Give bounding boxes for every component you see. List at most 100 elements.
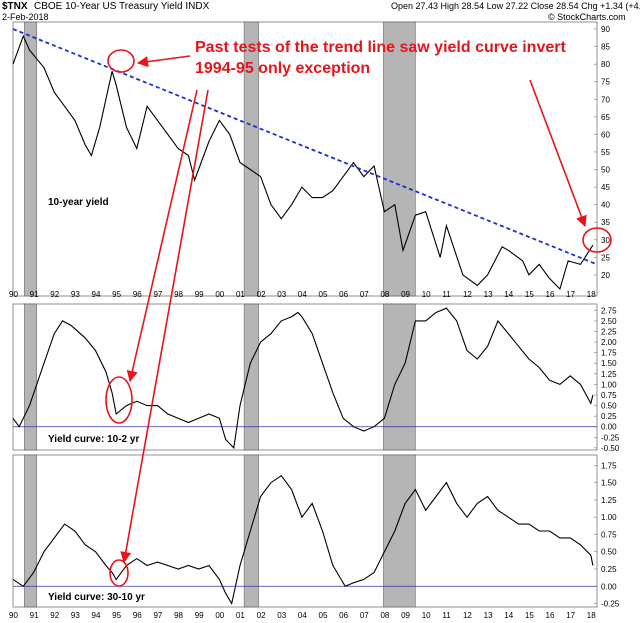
- x-tick-label-0-15: 05: [319, 290, 328, 299]
- y-tick-label-2-5: 1.00: [601, 513, 617, 522]
- y-tick-label-2-4: 0.75: [601, 530, 617, 539]
- recession-shade-0-1: [243, 21, 259, 297]
- x-tick-label-1-17: 07: [360, 611, 369, 620]
- y-tick-label-0-1: 25: [601, 253, 610, 262]
- y-tick-label-0-0: 20: [601, 271, 610, 280]
- ohlc-readout: Open 27.43 High 28.54 Low 27.22 Close 28…: [391, 1, 640, 11]
- x-tick-label-1-16: 06: [339, 611, 348, 620]
- x-tick-label-0-1: 91: [30, 290, 39, 299]
- x-tick-label-0-5: 95: [112, 290, 121, 299]
- recession-shade-1-2: [383, 303, 416, 451]
- x-tick-label-1-8: 98: [174, 611, 183, 620]
- x-tick-label-0-14: 04: [298, 290, 307, 299]
- x-tick-label-0-23: 13: [484, 290, 493, 299]
- y-tick-label-0-2: 30: [601, 236, 610, 245]
- annotation-arrow-2: [126, 89, 198, 383]
- y-tick-label-2-0: -0.25: [601, 600, 620, 609]
- x-tick-label-1-13: 03: [277, 611, 286, 620]
- x-tick-label-0-18: 08: [380, 290, 389, 299]
- x-tick-label-0-13: 03: [277, 290, 286, 299]
- y-tick-label-1-13: 2.75: [601, 306, 617, 315]
- recession-shade-2-2: [383, 454, 416, 608]
- y-tick-label-1-1: -0.25: [601, 433, 620, 442]
- series-line-0: [12, 34, 594, 291]
- y-tick-label-0-9: 65: [601, 113, 610, 122]
- y-tick-label-2-1: 0.00: [601, 582, 617, 591]
- brand-label: © StockCharts.com: [548, 12, 626, 22]
- panel-label-1: Yield curve: 10-2 yr: [48, 434, 139, 445]
- x-tick-label-1-9: 99: [195, 611, 204, 620]
- chart-header: $TNX CBOE 10-Year US Treasury Yield INDX…: [0, 0, 640, 22]
- y-tick-label-1-6: 1.00: [601, 380, 617, 389]
- annotation-arrow-3: [120, 89, 209, 564]
- recession-shade-2-1: [243, 454, 259, 608]
- x-tick-label-1-22: 12: [463, 611, 472, 620]
- x-tick-label-1-14: 04: [298, 611, 307, 620]
- x-tick-label-1-12: 02: [257, 611, 266, 620]
- x-tick-label-0-10: 00: [215, 290, 224, 299]
- panel-frame-2: [12, 454, 598, 608]
- y-tick-label-0-7: 55: [601, 148, 610, 157]
- highlight-circle-3: [109, 559, 129, 587]
- panel-frame-0: [12, 21, 598, 297]
- x-tick-label-0-12: 02: [257, 290, 266, 299]
- x-tick-label-1-4: 94: [92, 611, 101, 620]
- panel-label-2: Yield curve: 30-10 yr: [48, 592, 145, 603]
- x-tick-label-0-3: 93: [71, 290, 80, 299]
- y-tick-label-1-2: 0.00: [601, 423, 617, 432]
- annotation-arrow-1: [529, 79, 587, 228]
- x-tick-label-1-25: 15: [525, 611, 534, 620]
- y-tick-label-1-10: 2.00: [601, 338, 617, 347]
- x-tick-label-1-11: 01: [236, 611, 245, 620]
- recession-shade-1-0: [24, 303, 38, 451]
- y-tick-label-0-6: 50: [601, 166, 610, 175]
- x-tick-label-1-19: 09: [401, 611, 410, 620]
- recession-shade-2-0: [24, 454, 38, 608]
- x-tick-label-0-8: 98: [174, 290, 183, 299]
- x-tick-label-1-28: 18: [587, 611, 596, 620]
- x-tick-label-1-20: 10: [422, 611, 431, 620]
- y-tick-label-2-2: 0.25: [601, 565, 617, 574]
- y-tick-label-2-3: 0.50: [601, 548, 617, 557]
- highlight-circle-0: [107, 49, 135, 73]
- x-tick-label-0-27: 17: [566, 290, 575, 299]
- series-line-1: [12, 307, 594, 450]
- y-tick-label-1-12: 2.50: [601, 317, 617, 326]
- x-tick-label-0-17: 07: [360, 290, 369, 299]
- x-tick-label-0-0: 90: [9, 290, 18, 299]
- recession-shade-0-2: [383, 21, 416, 297]
- highlight-circle-2: [105, 376, 133, 424]
- highlight-circle-1: [582, 227, 612, 253]
- recession-shade-1-1: [243, 303, 259, 451]
- y-tick-label-0-13: 85: [601, 43, 610, 52]
- x-tick-label-0-4: 94: [92, 290, 101, 299]
- x-tick-label-1-23: 13: [484, 611, 493, 620]
- x-tick-label-0-21: 11: [442, 290, 451, 299]
- x-tick-label-1-0: 90: [9, 611, 18, 620]
- x-tick-label-1-18: 08: [380, 611, 389, 620]
- x-tick-label-0-7: 97: [153, 290, 162, 299]
- y-tick-label-0-3: 35: [601, 218, 610, 227]
- x-tick-label-0-16: 06: [339, 290, 348, 299]
- y-tick-label-1-9: 1.75: [601, 349, 617, 358]
- y-tick-label-0-14: 90: [601, 25, 610, 34]
- y-tick-label-0-12: 80: [601, 60, 610, 69]
- y-tick-label-1-8: 1.50: [601, 359, 617, 368]
- y-tick-label-2-6: 1.25: [601, 496, 617, 505]
- y-tick-label-0-4: 40: [601, 201, 610, 210]
- chart-date: 2-Feb-2018: [2, 12, 49, 22]
- x-tick-label-0-26: 16: [546, 290, 555, 299]
- annotation-arrow-0: [136, 55, 191, 68]
- y-tick-label-1-7: 1.25: [601, 370, 617, 379]
- x-tick-label-0-2: 92: [50, 290, 59, 299]
- annotation-line-2: 1994-95 only exception: [195, 60, 370, 77]
- x-tick-label-1-5: 95: [112, 611, 121, 620]
- x-tick-label-1-6: 96: [133, 611, 142, 620]
- series-line-2: [12, 474, 594, 605]
- x-tick-label-0-24: 14: [504, 290, 513, 299]
- symbol-description: CBOE 10-Year US Treasury Yield INDX: [34, 1, 210, 12]
- x-tick-label-0-11: 01: [236, 290, 245, 299]
- y-tick-label-0-8: 60: [601, 130, 610, 139]
- x-tick-label-1-3: 93: [71, 611, 80, 620]
